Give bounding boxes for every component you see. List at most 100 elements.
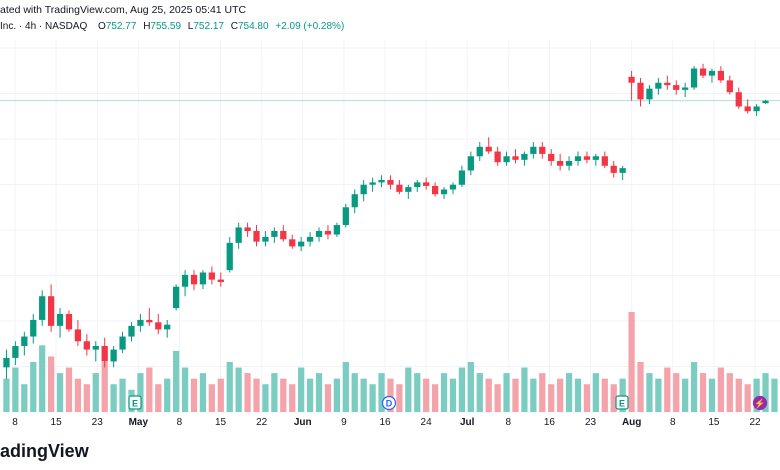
volume-bar xyxy=(39,345,46,412)
candle-body xyxy=(565,161,573,166)
volume-bar xyxy=(405,367,412,412)
candle-body xyxy=(65,314,73,330)
volume-bar xyxy=(298,367,305,412)
candle-body xyxy=(315,230,323,237)
volume-bar xyxy=(735,378,742,412)
volume-bar xyxy=(592,373,599,412)
volume-bar xyxy=(682,378,689,412)
x-tick-label: 16 xyxy=(379,417,391,428)
x-tick-label: 9 xyxy=(341,417,347,428)
candle-body xyxy=(3,357,10,368)
volume-bar xyxy=(690,362,698,412)
volume-bar xyxy=(664,367,671,412)
volume-bar xyxy=(190,378,198,412)
earnings-marker-icon[interactable]: E xyxy=(128,395,142,410)
candle-body xyxy=(83,341,90,350)
candle-body xyxy=(440,189,448,195)
symbol-ohlc-line: Inc. · 4h · NASDAQ O752.77 H755.59 L752.… xyxy=(0,21,348,32)
close-value: 754.80 xyxy=(237,21,269,32)
tradingview-logo: adingView xyxy=(0,441,89,461)
candle-body xyxy=(199,272,207,285)
candle-body xyxy=(351,194,358,208)
candle-body xyxy=(137,319,144,326)
high-label: H xyxy=(143,21,151,32)
volume-bar xyxy=(699,373,707,412)
volume-bar xyxy=(262,384,269,412)
price-chart[interactable]: 8 15 23 May 8 15 22 Jun 9 16 24 Jul 8 16 23 Aug 8 15 22 E D E… xyxy=(0,0,780,438)
volume-bar xyxy=(539,373,546,412)
candle-body xyxy=(47,296,55,326)
volume-bar xyxy=(655,378,662,412)
volume-bar xyxy=(628,312,635,412)
volume-bar xyxy=(494,384,501,412)
volume-bar xyxy=(744,384,751,412)
lightning-event-icon[interactable]: ⚡ xyxy=(752,395,768,411)
volume-bar xyxy=(387,378,394,412)
volume-bar xyxy=(83,384,90,412)
candle-body xyxy=(467,156,474,171)
volume-bar xyxy=(342,362,349,412)
svg-text:E: E xyxy=(619,399,625,409)
change-value: +2.09 (+0.28%) xyxy=(275,21,345,32)
volume-bar xyxy=(164,378,171,412)
candle-body xyxy=(298,241,305,247)
x-tick-label: 22 xyxy=(256,417,268,428)
candle-body xyxy=(369,182,376,185)
dividend-marker-icon[interactable]: D xyxy=(381,395,397,411)
candle-body xyxy=(646,88,653,100)
volume-bar xyxy=(673,373,680,412)
candle-body xyxy=(690,68,698,88)
candle-body xyxy=(735,92,742,107)
candle-body xyxy=(503,156,510,163)
candle-body xyxy=(601,156,608,166)
chart-header: ated with TradingView.com, Aug 25, 2025 … xyxy=(0,0,780,40)
candle-body xyxy=(726,80,733,93)
candle-body xyxy=(414,182,421,188)
volume-bar xyxy=(646,373,653,412)
volume-bar xyxy=(717,367,725,412)
candle-body xyxy=(485,146,492,152)
volume-bar xyxy=(47,356,55,412)
candle-body xyxy=(539,146,546,154)
candle-body xyxy=(342,207,349,226)
volume-bar xyxy=(146,367,153,412)
x-tick-label: 15 xyxy=(215,417,227,428)
candle-body xyxy=(39,296,46,320)
candle-body xyxy=(717,70,725,81)
volume-bar xyxy=(440,373,448,412)
candle-body xyxy=(378,179,385,183)
volume-bar xyxy=(369,384,376,412)
volume-bar xyxy=(253,378,260,412)
candle-body xyxy=(21,336,28,347)
x-tick-label: May xyxy=(129,417,149,428)
candle-body xyxy=(458,170,466,185)
candle-body xyxy=(592,156,599,160)
x-tick-label: 23 xyxy=(92,417,104,428)
open-value: 752.77 xyxy=(105,21,137,32)
candle-body xyxy=(521,153,528,160)
candle-body xyxy=(12,346,19,358)
volume-bar xyxy=(137,373,144,412)
volume-bar xyxy=(423,378,430,412)
x-tick-label: 16 xyxy=(544,417,556,428)
candle-body xyxy=(708,70,716,76)
volume-bar xyxy=(12,367,19,412)
close-label: C xyxy=(230,21,238,32)
candle-body xyxy=(548,153,555,162)
candle-body xyxy=(208,272,215,280)
volume-bar xyxy=(271,373,278,412)
candle-body xyxy=(164,324,171,330)
candle-body xyxy=(512,156,519,160)
volume-bar xyxy=(619,378,626,412)
candle-body xyxy=(271,230,278,237)
x-tick-label: Jun xyxy=(294,417,312,428)
candle-body xyxy=(655,82,662,89)
candle-body xyxy=(360,184,367,195)
published-note: ated with TradingView.com, Aug 25, 2025 … xyxy=(0,4,247,16)
low-value: 752.17 xyxy=(193,21,224,32)
earnings-marker-icon[interactable]: E xyxy=(615,395,629,410)
candle-body xyxy=(289,239,296,247)
candle-body xyxy=(387,179,394,185)
volume-bar xyxy=(333,378,341,412)
candle-body xyxy=(280,230,287,240)
